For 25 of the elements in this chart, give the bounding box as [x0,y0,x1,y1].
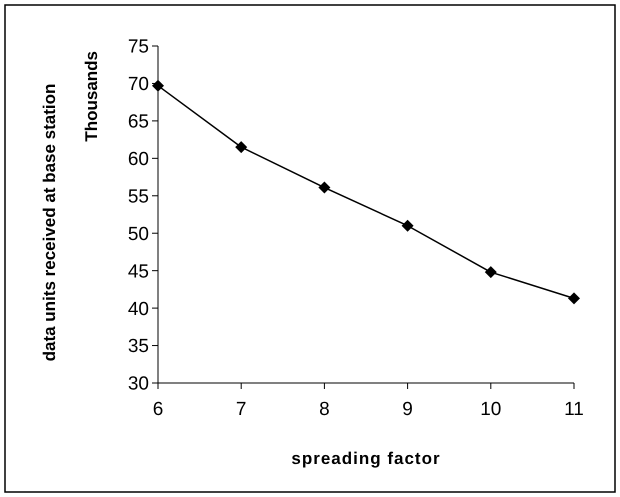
y-tick-label: 45 [128,261,149,282]
y-tick-label: 65 [128,112,149,133]
x-tick-label: 11 [564,399,584,420]
y-tick-label: 55 [128,186,149,208]
point [402,220,414,232]
text: Thousands [82,51,101,142]
y-tick-label: 60 [128,148,149,170]
x-tick-label: 10 [480,399,502,420]
y-tick-label: 30 [128,374,149,395]
x-tick-label: 6 [152,399,164,420]
y-tick-label: 70 [128,74,149,96]
point [235,141,248,154]
x-tick-label: 8 [319,399,330,420]
y-axis-title: data units received at base station [40,84,59,362]
x-axis-title: spreading factor [291,449,441,468]
point [484,266,497,278]
x-tick-label: 7 [236,399,246,420]
y-tick-label: 75 [128,36,149,58]
point [152,80,164,92]
y-tick-label: 35 [128,336,149,358]
point [568,292,580,304]
point [318,182,330,194]
y-tick-label: 50 [128,224,149,245]
y-tick-label: 40 [128,298,149,320]
x-tick-label: 9 [402,399,413,420]
